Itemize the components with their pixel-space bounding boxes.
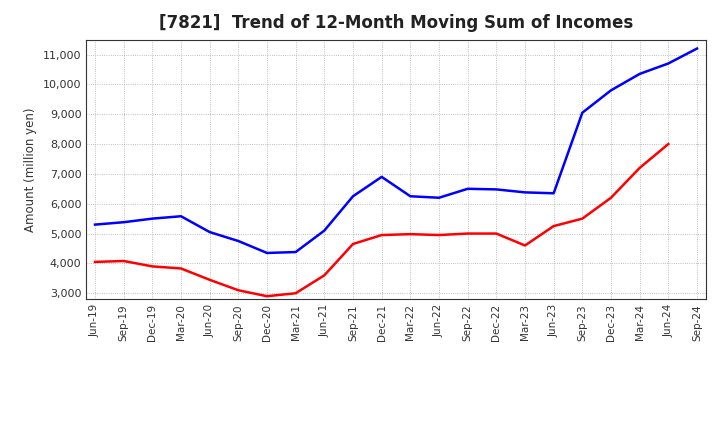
Ordinary Income — [435, 195, 444, 200]
Net Income — [635, 165, 644, 171]
Title: [7821]  Trend of 12-Month Moving Sum of Incomes: [7821] Trend of 12-Month Moving Sum of I… — [159, 15, 633, 33]
Net Income — [320, 273, 328, 278]
Net Income — [664, 141, 672, 147]
Net Income — [234, 288, 243, 293]
Net Income — [464, 231, 472, 236]
Ordinary Income — [549, 191, 558, 196]
Ordinary Income — [148, 216, 157, 221]
Net Income — [607, 195, 616, 200]
Net Income — [492, 231, 500, 236]
Ordinary Income — [521, 190, 529, 195]
Net Income — [148, 264, 157, 269]
Net Income — [263, 293, 271, 299]
Ordinary Income — [578, 110, 587, 115]
Ordinary Income — [464, 186, 472, 191]
Net Income — [578, 216, 587, 221]
Ordinary Income — [607, 88, 616, 93]
Line: Net Income: Net Income — [95, 144, 668, 296]
Net Income — [205, 277, 214, 282]
Net Income — [176, 266, 185, 271]
Y-axis label: Amount (million yen): Amount (million yen) — [24, 107, 37, 231]
Ordinary Income — [635, 71, 644, 77]
Net Income — [120, 258, 128, 264]
Ordinary Income — [91, 222, 99, 227]
Ordinary Income — [176, 213, 185, 219]
Ordinary Income — [320, 228, 328, 233]
Ordinary Income — [234, 238, 243, 244]
Ordinary Income — [492, 187, 500, 192]
Net Income — [549, 224, 558, 229]
Ordinary Income — [120, 220, 128, 225]
Net Income — [377, 232, 386, 238]
Ordinary Income — [263, 250, 271, 256]
Ordinary Income — [693, 46, 701, 51]
Net Income — [521, 243, 529, 248]
Net Income — [91, 259, 99, 264]
Net Income — [292, 290, 300, 296]
Net Income — [348, 242, 357, 247]
Net Income — [435, 232, 444, 238]
Ordinary Income — [377, 174, 386, 180]
Line: Ordinary Income: Ordinary Income — [95, 48, 697, 253]
Ordinary Income — [348, 194, 357, 199]
Ordinary Income — [292, 249, 300, 255]
Ordinary Income — [406, 194, 415, 199]
Ordinary Income — [664, 61, 672, 66]
Ordinary Income — [205, 229, 214, 235]
Net Income — [406, 231, 415, 237]
